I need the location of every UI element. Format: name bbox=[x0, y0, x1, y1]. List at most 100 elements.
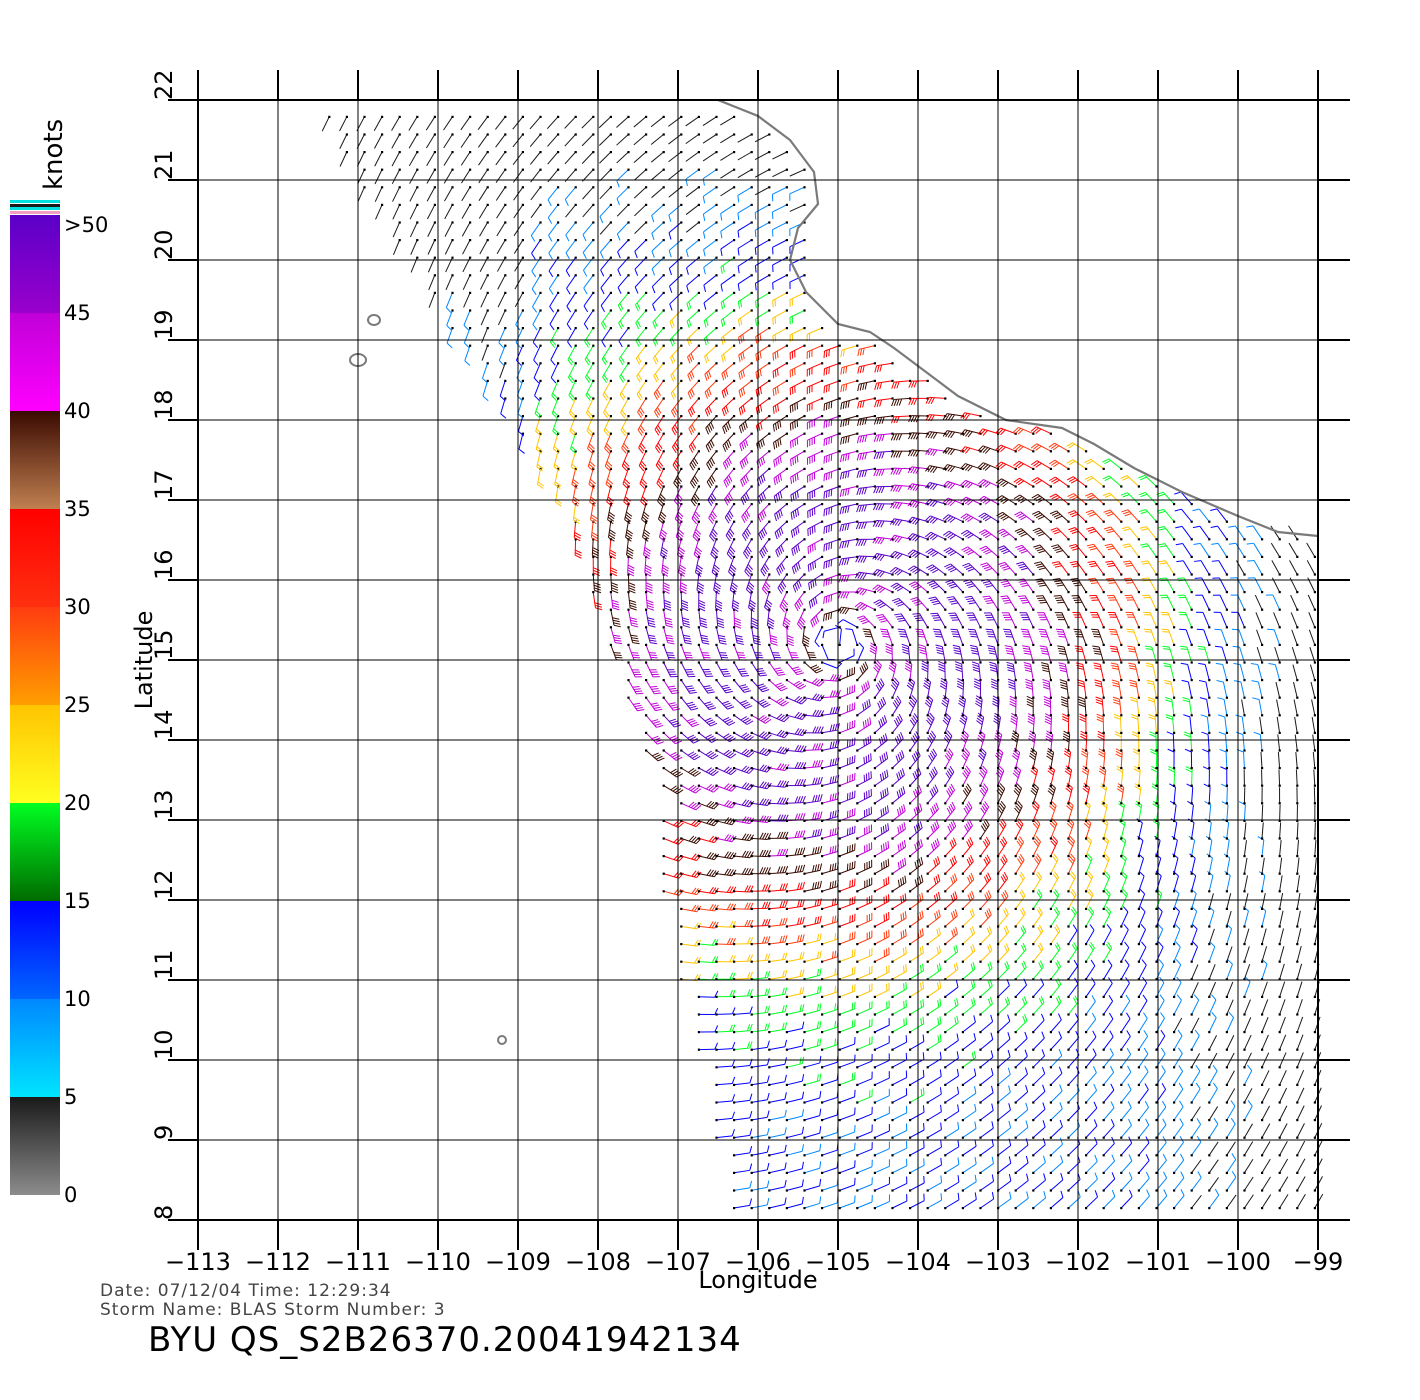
wind-barb bbox=[687, 379, 700, 400]
wind-barb bbox=[944, 801, 956, 822]
wind-barb bbox=[715, 903, 737, 911]
wind-barb bbox=[1067, 1030, 1080, 1051]
wind-barb bbox=[1180, 662, 1193, 682]
wind-barb bbox=[954, 661, 964, 682]
wind-barb bbox=[616, 133, 630, 146]
wind-barb bbox=[1139, 509, 1158, 523]
wind-barb bbox=[680, 956, 702, 964]
wind-barb bbox=[737, 186, 753, 203]
wind-barb bbox=[651, 168, 665, 181]
wind-barb bbox=[1106, 594, 1123, 611]
wind-barb bbox=[650, 151, 665, 163]
wind-barb bbox=[567, 327, 577, 348]
wind-barb bbox=[1120, 1083, 1132, 1104]
wind-barb bbox=[645, 626, 658, 645]
wind-barb bbox=[926, 891, 941, 910]
wind-barb bbox=[942, 430, 964, 439]
wind-barb bbox=[1261, 893, 1266, 910]
wind-barb bbox=[627, 555, 635, 577]
wind-barb bbox=[1138, 491, 1158, 506]
wind-barb bbox=[821, 897, 839, 910]
wind-barb bbox=[891, 928, 907, 946]
wind-barb bbox=[1243, 1159, 1254, 1174]
wind-barb bbox=[961, 997, 976, 1016]
wind-barb bbox=[1155, 1153, 1167, 1174]
wind-barb bbox=[926, 784, 939, 805]
wind-barb bbox=[785, 795, 806, 805]
wind-barb bbox=[497, 274, 507, 290]
wind-barb bbox=[838, 790, 856, 805]
wind-barb bbox=[1277, 752, 1281, 770]
colorbar-band bbox=[10, 215, 60, 313]
wind-barb bbox=[785, 626, 794, 647]
wind-barb bbox=[702, 203, 718, 222]
wind-barb bbox=[785, 899, 805, 910]
wind-barb bbox=[1173, 1029, 1183, 1051]
wind-barb bbox=[740, 467, 753, 488]
wind-barb bbox=[926, 748, 937, 770]
wind-barb bbox=[445, 256, 454, 273]
wind-barb bbox=[756, 432, 771, 451]
wind-barb bbox=[942, 530, 964, 541]
wind-barb bbox=[1048, 442, 1070, 453]
wind-barb bbox=[750, 747, 772, 757]
wind-barb bbox=[518, 432, 525, 454]
wind-barb bbox=[662, 696, 681, 711]
wind-barb bbox=[1251, 680, 1264, 699]
wind-barb bbox=[733, 714, 754, 725]
wind-barb bbox=[1216, 680, 1228, 699]
wind-barb bbox=[1102, 1189, 1116, 1210]
wind-barb bbox=[891, 397, 912, 407]
wind-barb bbox=[823, 432, 841, 446]
wind-barb bbox=[803, 880, 822, 893]
wind-barb bbox=[1232, 645, 1246, 664]
wind-barb bbox=[1121, 526, 1140, 541]
wind-barb bbox=[873, 982, 890, 998]
wind-barb bbox=[1155, 1189, 1168, 1210]
wind-barb bbox=[856, 771, 872, 787]
wind-barb bbox=[572, 503, 580, 524]
wind-barb bbox=[1091, 628, 1105, 646]
wind-barb bbox=[513, 221, 524, 237]
wind-barb bbox=[668, 239, 683, 258]
wind-barb bbox=[890, 467, 912, 475]
wind-barb bbox=[1143, 628, 1158, 646]
wind-barb bbox=[1260, 752, 1264, 770]
wind-barb bbox=[571, 467, 579, 490]
wind-barb bbox=[909, 1087, 925, 1104]
wind-barb bbox=[357, 186, 366, 203]
wind-barb bbox=[1032, 924, 1044, 946]
wind-barb bbox=[952, 644, 964, 664]
wind-barb bbox=[785, 1109, 805, 1122]
wind-barb bbox=[803, 1108, 822, 1122]
wind-barb bbox=[1177, 594, 1193, 611]
wind-barb bbox=[702, 151, 718, 162]
latitude-tick-label: 11 bbox=[150, 949, 178, 980]
wind-barb bbox=[891, 982, 907, 998]
wind-barb bbox=[873, 947, 890, 963]
wind-barb bbox=[1190, 1171, 1202, 1192]
wind-barb bbox=[942, 497, 964, 507]
wind-barb bbox=[1014, 1102, 1029, 1122]
wind-barb bbox=[873, 823, 890, 840]
wind-barb bbox=[703, 274, 718, 293]
wind-barb bbox=[856, 1071, 873, 1086]
wind-barb bbox=[837, 619, 859, 629]
wind-barb bbox=[1062, 713, 1070, 734]
wind-barb bbox=[1137, 1100, 1150, 1122]
wind-barb bbox=[1049, 942, 1061, 963]
wind-barb bbox=[915, 628, 929, 646]
wind-barb bbox=[690, 485, 700, 507]
wind-barb bbox=[533, 344, 542, 366]
wind-barb bbox=[821, 1020, 839, 1034]
wind-barb bbox=[662, 784, 684, 795]
wind-barb bbox=[547, 203, 560, 224]
wind-barb bbox=[1085, 853, 1093, 875]
wind-barb bbox=[479, 256, 489, 272]
wind-barb bbox=[926, 945, 942, 963]
wind-barb bbox=[944, 819, 957, 840]
wind-barb bbox=[926, 1140, 942, 1157]
wind-barb bbox=[739, 415, 753, 434]
wind-barb bbox=[1192, 508, 1211, 523]
wind-barb bbox=[1049, 1013, 1062, 1034]
